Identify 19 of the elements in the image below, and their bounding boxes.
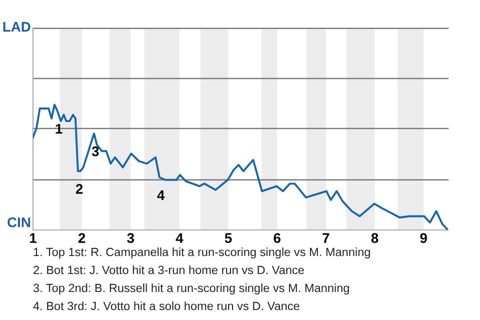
x-tick-label: 8: [371, 233, 378, 243]
x-tick-label: 7: [322, 233, 330, 243]
x-tick-label: 4: [176, 233, 184, 243]
annotation: 4: [157, 190, 165, 200]
x-tick-label: 5: [224, 233, 232, 243]
x-tick-label: 3: [127, 233, 134, 243]
text: LAD: [3, 22, 30, 32]
annotation: 2: [76, 184, 83, 194]
text: CIN: [8, 217, 30, 228]
x-tick-label: 2: [78, 233, 86, 243]
x-tick-label: 6: [274, 233, 280, 243]
text: 3. Top 2nd: B. Russell hit a run-scoring single vs M. Manning: [33, 283, 349, 295]
text: 1. Top 1st: R. Campanella hit a run-scoring single vs M. Manning: [34, 247, 370, 259]
annotation: 3: [92, 146, 99, 156]
x-tick-label: 9: [420, 233, 427, 243]
text: 2. Bot 1st: J. Votto hit a 3-run home run vs D. Vance: [34, 265, 304, 274]
x-tick-label: 1: [30, 233, 36, 243]
text: 4. Bot 3rd: J. Votto hit a solo home run vs D. Vance: [33, 301, 300, 310]
annotation: 1: [56, 124, 62, 134]
